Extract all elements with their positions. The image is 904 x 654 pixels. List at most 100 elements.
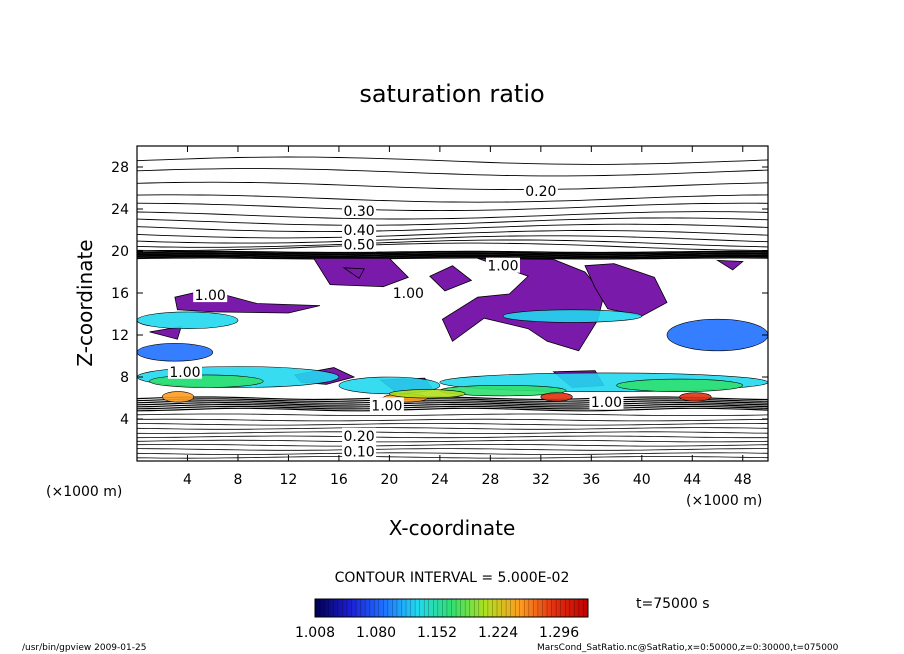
y-tick-label: 24 xyxy=(111,202,129,218)
contour-label: 1.00 xyxy=(393,286,424,302)
colorbar-stripes xyxy=(314,599,584,617)
contour-line xyxy=(137,194,768,203)
contour-label-bg xyxy=(485,257,520,273)
supersaturation-patch xyxy=(584,263,668,317)
plot-frame xyxy=(136,145,769,462)
x-tick-label: 48 xyxy=(734,472,752,488)
saturation-band xyxy=(161,391,195,403)
colorbar xyxy=(314,598,589,618)
saturation-band xyxy=(502,309,643,323)
contour-line xyxy=(137,403,768,408)
contour-label: 1.00 xyxy=(371,398,402,414)
contour-line xyxy=(137,252,768,255)
colorbar-tick-label: 1.008 xyxy=(295,625,335,641)
contour-label: 1.00 xyxy=(195,288,226,304)
contour-line xyxy=(137,250,768,254)
contour-line xyxy=(137,239,768,248)
supersaturation-patch xyxy=(429,265,473,292)
contour-line xyxy=(137,235,768,244)
contour-line xyxy=(137,202,768,212)
contour-line xyxy=(137,456,768,459)
y-axis-label: Z-coordinate xyxy=(73,239,97,366)
x-tick-label: 44 xyxy=(683,472,701,488)
colorbar-tick-label: 1.296 xyxy=(539,625,579,641)
saturation-band xyxy=(616,378,744,393)
contour-label-bg xyxy=(342,222,377,237)
supersaturation-patch xyxy=(441,258,605,352)
contour-label-bg xyxy=(391,285,426,300)
contour-label-bg xyxy=(342,203,377,219)
contour-label: 1.00 xyxy=(487,259,518,275)
y-tick-label: 8 xyxy=(120,370,129,386)
x-tick-label: 28 xyxy=(481,472,499,488)
contour-label-bg xyxy=(589,394,624,410)
x-tick-label: 40 xyxy=(633,472,651,488)
contour-line xyxy=(137,418,768,422)
x-tick-label: 4 xyxy=(183,472,192,488)
y-tick-label: 12 xyxy=(111,328,129,344)
contour-label: 0.20 xyxy=(344,429,375,445)
contour-label: 0.20 xyxy=(525,184,556,200)
x-tick-label: 24 xyxy=(431,472,449,488)
contour-line xyxy=(137,217,768,226)
supersaturation-patch xyxy=(149,326,182,340)
contour-interval-label: CONTOUR INTERVAL = 5.000E-02 xyxy=(335,570,570,586)
contour-line xyxy=(137,254,768,258)
contour-line xyxy=(137,444,768,447)
time-label: t=75000 s xyxy=(636,596,710,612)
saturation-band xyxy=(137,311,239,329)
contour-label-bg xyxy=(193,287,228,303)
contour-line xyxy=(137,253,768,256)
contour-line xyxy=(137,431,768,434)
contour-label-bg xyxy=(369,397,404,413)
contour-line xyxy=(137,448,768,451)
y-tick-label: 20 xyxy=(111,244,129,260)
footer-left: /usr/bin/gpview 2009-01-25 xyxy=(22,643,146,653)
x-axis-label: X-coordinate xyxy=(389,516,516,540)
saturation-band xyxy=(666,318,768,352)
contour-line xyxy=(137,156,768,165)
contour-label: 0.40 xyxy=(344,223,375,239)
y-axis-ticks: 4 8 12 16 20 24 28 xyxy=(111,160,768,428)
colorbar-tick-label: 1.224 xyxy=(478,625,518,641)
contour-label-group: 0.20 0.30 0.400.50 1.00 1.00 1.00 1.00 1.00 1.00… xyxy=(167,183,624,461)
contour-line xyxy=(137,211,768,220)
contour-line xyxy=(137,413,768,416)
contour-line xyxy=(137,435,768,439)
supersaturation-patch xyxy=(342,267,365,279)
y-tick-label: 4 xyxy=(120,412,129,428)
contour-line xyxy=(137,439,768,443)
contour-line xyxy=(137,427,768,430)
y-tick-label: 16 xyxy=(111,286,129,302)
plot-area: 0.20 0.30 0.400.50 1.00 1.00 1.00 1.00 1.00 1.00… xyxy=(137,156,768,461)
contour-line xyxy=(137,255,768,259)
saturation-band xyxy=(540,392,573,402)
contour-line xyxy=(137,452,768,455)
contour-label: 0.10 xyxy=(344,445,375,461)
contour-label-bg xyxy=(167,363,202,379)
saturation-band xyxy=(389,389,466,399)
contour-label-bg xyxy=(523,183,558,199)
contour-line xyxy=(137,405,768,410)
contour-line xyxy=(137,401,768,406)
x-tick-label: 12 xyxy=(280,472,298,488)
contour-line xyxy=(137,242,768,251)
contour-line xyxy=(137,223,768,233)
contour-line xyxy=(137,398,768,403)
supersaturation-patch xyxy=(716,259,744,271)
contour-label-bg xyxy=(342,443,377,459)
saturation-band xyxy=(679,392,712,402)
contour-line xyxy=(137,168,768,177)
colorbar-tick-label: 1.152 xyxy=(417,625,457,641)
y-tick-label: 28 xyxy=(111,160,129,176)
contour-label: 0.30 xyxy=(344,204,375,220)
contour-line xyxy=(137,257,768,260)
contour-label-bg xyxy=(342,236,377,252)
x-tick-label: 36 xyxy=(582,472,600,488)
contour-line xyxy=(137,423,768,426)
saturation-band xyxy=(137,343,214,362)
colorbar-ticks: 1.008 1.080 1.152 1.224 1.296 xyxy=(295,625,579,641)
saturation-band xyxy=(149,374,264,388)
x-tick-label: 20 xyxy=(380,472,398,488)
